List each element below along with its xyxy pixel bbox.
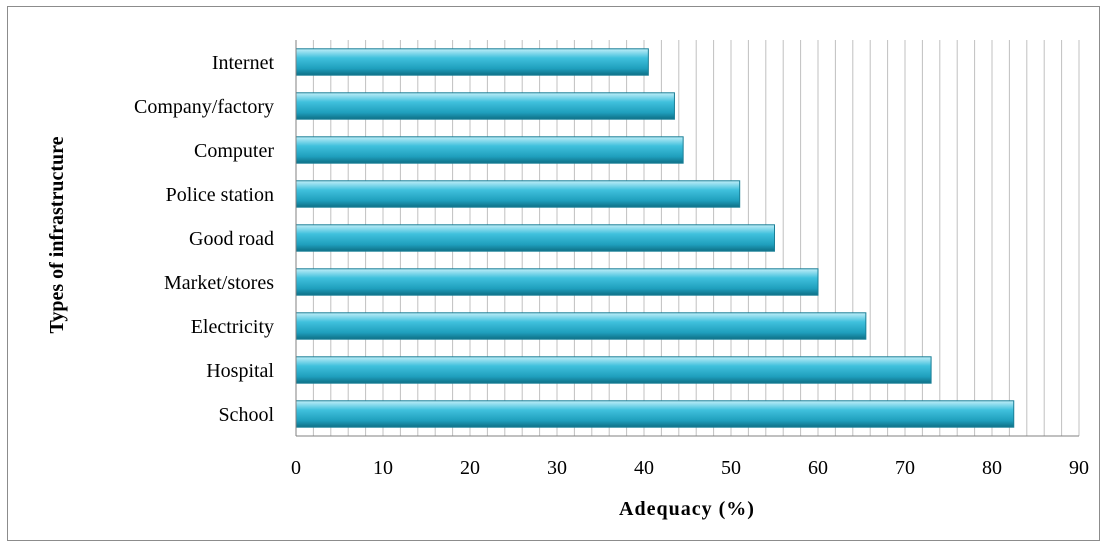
bar bbox=[295, 136, 684, 164]
x-axis-title: Adequacy (%) bbox=[619, 498, 755, 520]
x-tick-label: 0 bbox=[291, 457, 301, 479]
bar bbox=[295, 92, 675, 120]
x-tick-label: 20 bbox=[460, 457, 480, 479]
bars bbox=[295, 48, 1015, 428]
x-tick-label: 80 bbox=[982, 457, 1002, 479]
category-label: Hospital bbox=[206, 360, 274, 382]
category-label: Internet bbox=[212, 52, 275, 74]
category-label: Market/stores bbox=[164, 272, 274, 294]
bar bbox=[295, 400, 1015, 428]
bar bbox=[295, 48, 649, 76]
bar bbox=[295, 224, 775, 252]
bar bbox=[295, 356, 932, 384]
x-tick-label: 70 bbox=[895, 457, 915, 479]
x-tick-label: 10 bbox=[373, 457, 393, 479]
category-label: Electricity bbox=[191, 316, 274, 338]
category-label: Good road bbox=[189, 228, 274, 250]
category-label: Police station bbox=[166, 184, 274, 206]
bar bbox=[295, 180, 741, 208]
x-tick-labels: 0 10 20 30 40 50 60 70 80 90 bbox=[291, 457, 1089, 479]
category-labels: Internet Company/factory Computer Police st… bbox=[134, 52, 274, 426]
bar bbox=[295, 312, 867, 340]
y-axis-title: Types of infrastructure bbox=[46, 136, 68, 333]
x-tick-label: 40 bbox=[634, 457, 654, 479]
category-label: Computer bbox=[194, 140, 274, 162]
x-tick-label: 60 bbox=[808, 457, 828, 479]
x-tick-label: 30 bbox=[547, 457, 567, 479]
bar bbox=[295, 268, 819, 296]
x-tick-label: 50 bbox=[721, 457, 741, 479]
category-label: Company/factory bbox=[134, 96, 274, 118]
category-label: School bbox=[218, 404, 274, 426]
x-tick-label: 90 bbox=[1069, 457, 1089, 479]
